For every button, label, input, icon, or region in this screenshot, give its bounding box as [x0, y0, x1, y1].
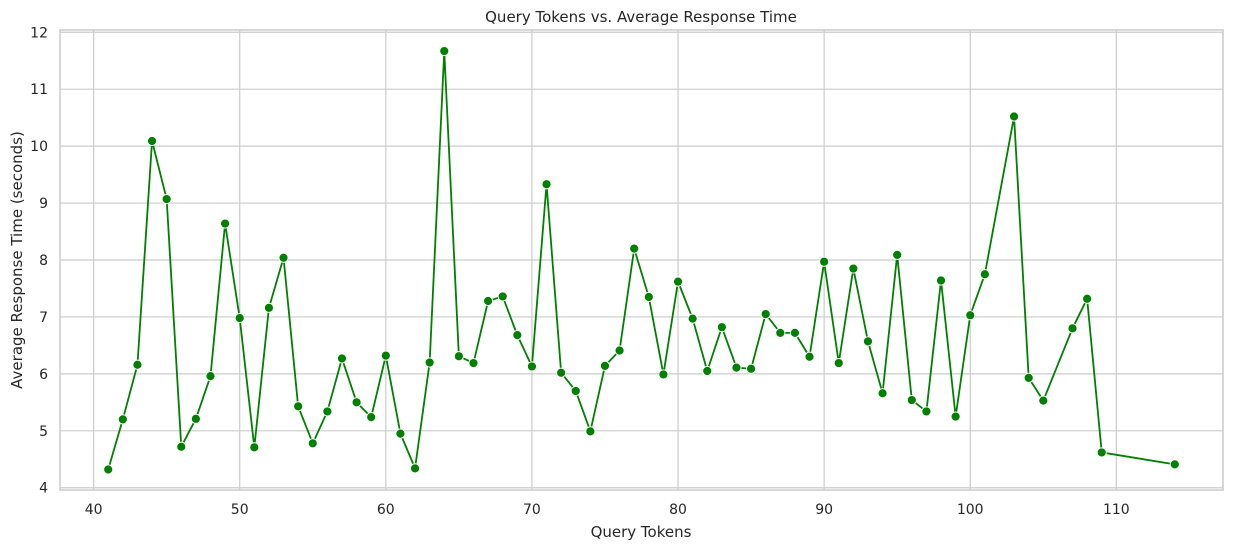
- data-point: [1169, 459, 1180, 470]
- data-point: [629, 243, 640, 254]
- data-point: [176, 441, 187, 452]
- data-point: [965, 310, 976, 321]
- x-tick-label: 40: [85, 502, 103, 518]
- data-point: [366, 412, 377, 423]
- chart-title: Query Tokens vs. Average Response Time: [485, 8, 797, 26]
- data-point: [409, 463, 421, 474]
- data-point: [687, 313, 698, 324]
- data-point: [526, 361, 538, 372]
- data-point: [599, 360, 611, 371]
- x-tick-label: 50: [231, 502, 249, 518]
- data-point: [351, 397, 362, 408]
- y-tick-label: 10: [30, 139, 48, 155]
- data-point: [804, 351, 815, 362]
- x-tick-label: 90: [815, 502, 833, 518]
- data-point: [380, 350, 391, 361]
- y-tick-label: 8: [39, 253, 48, 269]
- data-point: [1082, 293, 1093, 304]
- data-point: [906, 394, 917, 406]
- x-axis-label: Query Tokens: [591, 523, 692, 541]
- data-point: [848, 263, 859, 274]
- data-point: [643, 291, 654, 303]
- data-point: [862, 336, 874, 347]
- data-point: [789, 327, 801, 338]
- data-point: [263, 302, 275, 313]
- data-point: [745, 363, 757, 374]
- data-point: [833, 357, 844, 369]
- data-point: [322, 406, 333, 417]
- data-point: [234, 312, 245, 324]
- data-point: [132, 359, 143, 370]
- data-point: [424, 357, 435, 368]
- data-point: [117, 414, 128, 425]
- data-point: [278, 252, 289, 263]
- y-tick-label: 9: [39, 196, 48, 212]
- x-tick-label: 70: [523, 502, 541, 518]
- data-point: [1008, 111, 1020, 122]
- data-point: [979, 269, 990, 280]
- data-point: [219, 218, 231, 229]
- x-tick-label: 80: [669, 502, 687, 518]
- data-point: [468, 357, 479, 369]
- data-point: [1023, 372, 1034, 383]
- x-tick-label: 60: [377, 502, 395, 518]
- data-point: [716, 322, 727, 333]
- data-point: [497, 291, 508, 302]
- data-point: [293, 401, 304, 412]
- data-point: [336, 353, 348, 364]
- data-point: [395, 428, 406, 439]
- data-point: [570, 385, 581, 397]
- x-tick-label: 100: [957, 502, 984, 518]
- data-point: [614, 345, 625, 356]
- data-point: [950, 411, 961, 422]
- y-tick-label: 7: [39, 310, 48, 326]
- data-point: [512, 330, 523, 341]
- data-point: [103, 464, 114, 475]
- data-point: [921, 406, 932, 417]
- y-tick-label: 4: [39, 481, 48, 497]
- data-point: [585, 426, 596, 437]
- data-point: [892, 249, 903, 260]
- series-group: [103, 45, 1180, 475]
- y-axis-label: Average Response Time (seconds): [8, 131, 26, 389]
- data-point: [1096, 447, 1107, 458]
- data-point: [190, 413, 201, 424]
- data-point: [205, 371, 216, 382]
- data-point: [439, 45, 450, 57]
- x-tick-label: 110: [1103, 502, 1130, 518]
- y-tick-label: 6: [39, 367, 48, 383]
- data-point: [161, 193, 172, 205]
- data-point: [658, 369, 669, 380]
- data-point: [249, 442, 260, 453]
- x-axis-ticks: 40 50 60 70 80 90 100 110: [85, 502, 1130, 518]
- data-point: [146, 135, 158, 147]
- data-point: [877, 388, 888, 399]
- data-point: [702, 365, 713, 377]
- data-point: [482, 295, 494, 307]
- data-point: [819, 256, 830, 267]
- y-axis-ticks: 4 5 6 7 8 9 10 11 12: [30, 25, 48, 496]
- data-point: [775, 327, 786, 338]
- plot-frame: [59, 29, 1224, 491]
- data-point: [541, 179, 552, 190]
- data-point: [760, 308, 771, 320]
- data-point: [731, 362, 742, 373]
- y-tick-label: 11: [30, 82, 48, 98]
- data-point: [672, 276, 684, 287]
- data-point: [307, 438, 318, 449]
- data-point: [453, 351, 464, 362]
- y-tick-label: 12: [30, 25, 48, 41]
- data-point: [1038, 395, 1049, 406]
- y-tick-label: 5: [39, 424, 48, 440]
- data-point: [1067, 323, 1078, 334]
- data-point: [556, 367, 567, 378]
- data-point: [935, 275, 947, 286]
- gridlines: [60, 30, 1223, 490]
